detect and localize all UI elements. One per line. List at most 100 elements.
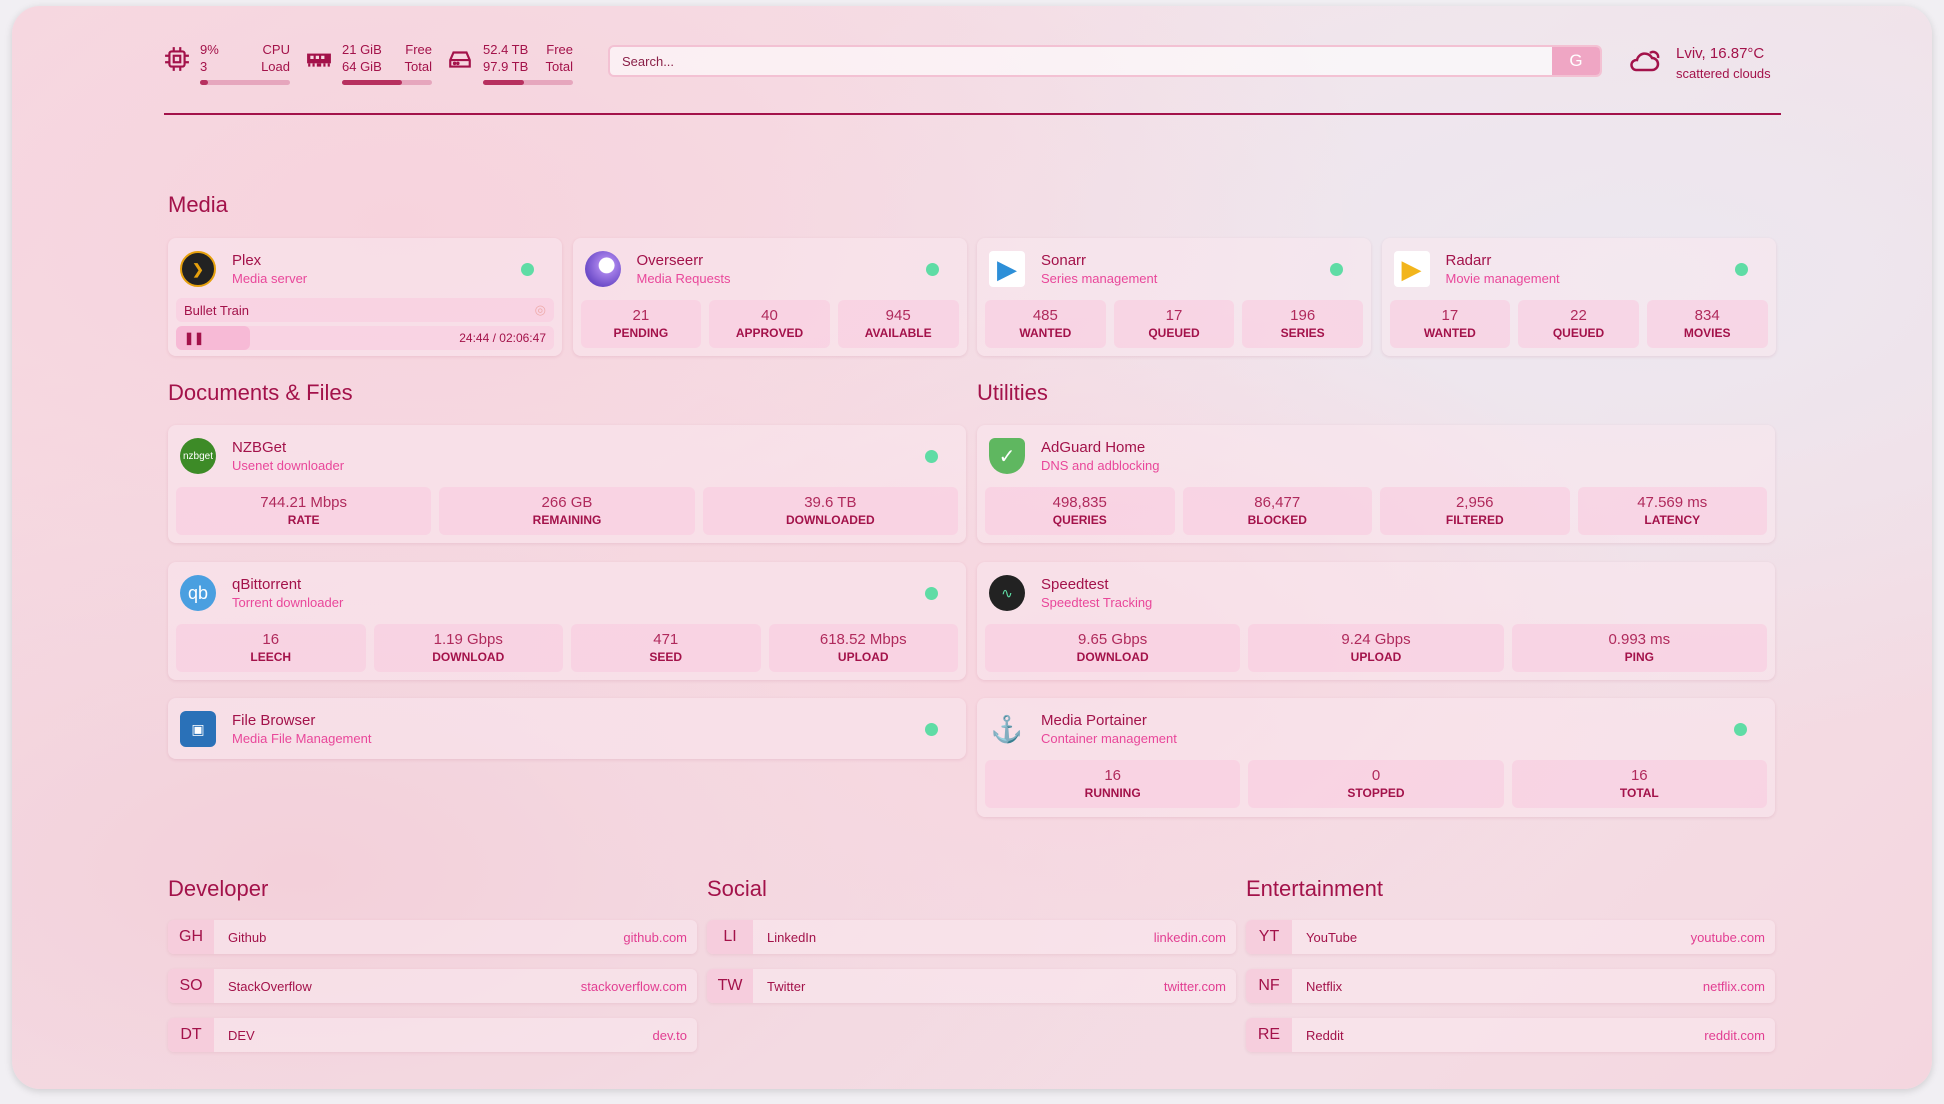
nzbget-card[interactable]: nzbget NZBGet Usenet downloader 744.21 Mbps…	[168, 425, 966, 543]
search-input[interactable]	[610, 53, 1552, 69]
stat-block: 196 SERIES	[1242, 300, 1364, 348]
stat-block: 9.24 Gbps UPLOAD	[1248, 624, 1504, 672]
stat-block: 47.569 ms LATENCY	[1577, 487, 1767, 535]
stat-block: 618.52 Mbps UPLOAD	[768, 624, 958, 672]
bookmark-link[interactable]: NF Netflix netflix.com	[1246, 969, 1775, 1003]
bookmark-name: StackOverflow	[228, 978, 312, 994]
stat-block: 485 WANTED	[985, 300, 1106, 348]
cpu-bar	[200, 80, 290, 85]
disk-widget: 52.4 TB Free 97.9 TB Total	[447, 41, 573, 85]
stat-value: 1.19 Gbps	[433, 631, 503, 648]
bookmark-abbr: TW	[707, 969, 753, 1003]
adguard-home-card[interactable]: ✓ AdGuard Home DNS and adblocking 498,835 QU…	[977, 425, 1775, 543]
status-dot	[925, 587, 938, 600]
stat-value: 16	[1630, 767, 1648, 784]
playback-progress: ❚❚ 24:44 / 02:06:47	[176, 326, 554, 350]
stat-block: 17 WANTED	[1389, 300, 1511, 348]
bookmark-group-heading: Social	[707, 876, 767, 901]
service-description: Usenet downloader	[232, 457, 345, 473]
service-name: File Browser	[232, 711, 316, 729]
disk-bar	[483, 80, 573, 85]
pause-icon[interactable]: ❚❚	[184, 331, 205, 345]
stat-label: RUNNING	[1084, 786, 1141, 800]
disk-icon	[449, 51, 471, 68]
bookmark-group-heading: Developer	[168, 876, 269, 901]
overseerr-card[interactable]: Overseerr Media Requests 21 PENDING 40 APPROV…	[572, 238, 967, 356]
qbittorrent-card[interactable]: qb qBittorrent Torrent downloader 16 LEECH 1.…	[168, 562, 966, 680]
disk-free: 52.4 TB	[483, 42, 529, 57]
service-name: AdGuard Home	[1041, 438, 1146, 456]
stat-block: 0.993 ms PING	[1511, 624, 1767, 672]
stat-block: 266 GB REMAINING	[439, 487, 695, 535]
status-dot	[925, 450, 938, 463]
service-description: Torrent downloader	[232, 594, 344, 610]
utilities-heading: Utilities	[977, 380, 1048, 405]
stat-label: UPLOAD	[1350, 650, 1402, 664]
bookmark-link[interactable]: DT DEV dev.to	[168, 1018, 697, 1052]
radarr-icon: ▶	[1393, 251, 1430, 287]
stat-value: 86,477	[1254, 494, 1301, 511]
bookmark-name: Github	[228, 929, 267, 945]
bookmark-name: Reddit	[1306, 1027, 1344, 1043]
bookmark-url: stackoverflow.com	[580, 978, 687, 994]
cpu-load-label: Load	[261, 59, 290, 74]
now-playing-title: Bullet Train	[184, 302, 250, 318]
playback-time: 24:44 / 02:06:47	[459, 331, 546, 345]
service-name: Overseerr	[636, 251, 704, 269]
stat-value: 196	[1290, 307, 1316, 324]
stat-label: STOPPED	[1347, 786, 1405, 800]
bookmark-abbr: SO	[168, 969, 214, 1003]
stat-label: QUEUED	[1552, 326, 1605, 340]
stream-icon: ◎	[534, 302, 546, 317]
bookmark-link[interactable]: SO StackOverflow stackoverflow.com	[168, 969, 697, 1003]
service-description: Speedtest Tracking	[1041, 594, 1153, 610]
stat-label: TOTAL	[1619, 786, 1659, 800]
stat-value: 21	[632, 307, 650, 324]
service-name: Sonarr	[1041, 251, 1087, 269]
plex-card[interactable]: ❯ Plex Media server Bullet Train ◎ ❚❚ 24:44…	[168, 238, 562, 356]
stat-block: 2,956 FILTERED	[1380, 487, 1570, 535]
stat-value: 498,835	[1052, 494, 1107, 511]
search-provider-button[interactable]: G	[1552, 47, 1600, 75]
adguard-icon: ✓	[989, 438, 1025, 474]
bookmark-name: YouTube	[1306, 929, 1358, 945]
bookmark-url: netflix.com	[1702, 978, 1765, 994]
cpu-cores: 3	[200, 59, 208, 74]
stat-block: 9.65 Gbps DOWNLOAD	[985, 624, 1241, 672]
status-dot	[925, 723, 938, 736]
stat-block: 834 MOVIES	[1646, 300, 1768, 348]
file-browser-card[interactable]: ▣ File Browser Media File Management	[168, 698, 966, 759]
bookmark-link[interactable]: LI LinkedIn linkedin.com	[707, 920, 1236, 954]
stat-label: AVAILABLE	[864, 326, 932, 340]
bookmark-link[interactable]: RE Reddit reddit.com	[1246, 1018, 1775, 1052]
service-description: Media File Management	[232, 730, 372, 746]
stat-value: 744.21 Mbps	[260, 494, 348, 511]
bookmark-link[interactable]: YT YouTube youtube.com	[1246, 920, 1775, 954]
radarr-card[interactable]: ▶ Radarr Movie management 17 WANTED 22 QUEUED 8…	[1381, 238, 1776, 356]
service-name: Speedtest	[1041, 575, 1109, 593]
search-bar: G	[608, 45, 1602, 77]
bookmark-link[interactable]: GH Github github.com	[168, 920, 697, 954]
memory-icon	[307, 53, 331, 67]
nzbget-icon: nzbget	[180, 438, 216, 474]
bookmark-url: twitter.com	[1163, 978, 1226, 994]
service-name: qBittorrent	[232, 575, 302, 593]
status-dot	[521, 263, 534, 276]
bookmark-link[interactable]: TW Twitter twitter.com	[707, 969, 1236, 1003]
stat-block: 17 QUEUED	[1113, 300, 1235, 348]
stat-label: FILTERED	[1445, 513, 1504, 527]
stat-label: APPROVED	[735, 326, 804, 340]
stat-value: 485	[1032, 307, 1058, 324]
media-portainer-card[interactable]: ⚓ Media Portainer Container management 16 RU…	[977, 698, 1775, 817]
stat-label: REMAINING	[532, 513, 602, 527]
sonarr-card[interactable]: ▶ Sonarr Series management 485 WANTED 17 QUEUE…	[977, 238, 1371, 356]
disk-total: 97.9 TB	[483, 59, 529, 74]
bookmark-abbr: LI	[707, 920, 753, 954]
stat-label: LATENCY	[1644, 513, 1701, 527]
bookmark-url: reddit.com	[1704, 1027, 1765, 1043]
service-description: Media server	[232, 270, 308, 286]
bookmark-url: github.com	[623, 929, 687, 945]
speedtest-card[interactable]: ∿ Speedtest Speedtest Tracking 9.65 Gbps DOW…	[977, 562, 1775, 680]
status-dot	[1330, 263, 1343, 276]
cpu-widget: 9% CPU 3 Load	[164, 41, 290, 85]
